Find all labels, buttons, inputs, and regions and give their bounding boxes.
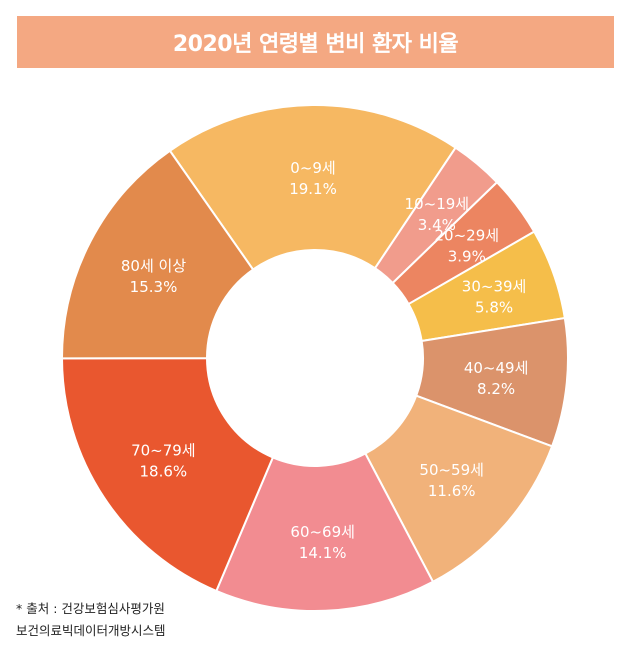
- slice-age-label-8: 80세 이상: [121, 257, 186, 275]
- slice-value-label-5: 11.6%: [428, 482, 476, 500]
- slice-value-label-3: 5.8%: [475, 299, 513, 317]
- slice-age-label-5: 50~59세: [419, 461, 484, 479]
- title-bar: 2020년 연령별 변비 환자 비율: [17, 16, 614, 68]
- slice-age-label-2: 20~29세: [435, 227, 500, 245]
- donut-slice-8: [60, 149, 255, 360]
- slice-value-label-0: 19.1%: [289, 180, 337, 198]
- slice-value-label-7: 18.6%: [140, 463, 188, 481]
- donut-slice-0: [168, 104, 457, 271]
- slice-age-label-3: 30~39세: [462, 278, 527, 296]
- source-note: * 출처 : 건강보험심사평가원 보건의료빅데이터개방시스템: [16, 598, 166, 642]
- donut-slice-7: [60, 357, 275, 593]
- slice-value-label-6: 14.1%: [299, 544, 347, 562]
- slice-age-label-0: 0~9세: [290, 159, 335, 177]
- slice-value-label-8: 15.3%: [130, 278, 178, 296]
- slice-value-label-2: 3.9%: [448, 248, 486, 266]
- slice-age-label-6: 60~69세: [290, 523, 355, 541]
- slice-age-label-1: 10~19세: [405, 195, 470, 213]
- slice-value-label-4: 8.2%: [477, 380, 515, 398]
- slice-value-label-1: 3.4%: [418, 216, 456, 234]
- source-line-2: 보건의료빅데이터개방시스템: [16, 623, 166, 638]
- chart-title: 2020년 연령별 변비 환자 비율: [172, 32, 459, 57]
- slice-age-label-7: 70~79세: [131, 442, 196, 460]
- slice-age-label-4: 40~49세: [464, 359, 529, 377]
- source-line-1: * 출처 : 건강보험심사평가원: [16, 601, 165, 616]
- donut-slice-6: [214, 452, 435, 612]
